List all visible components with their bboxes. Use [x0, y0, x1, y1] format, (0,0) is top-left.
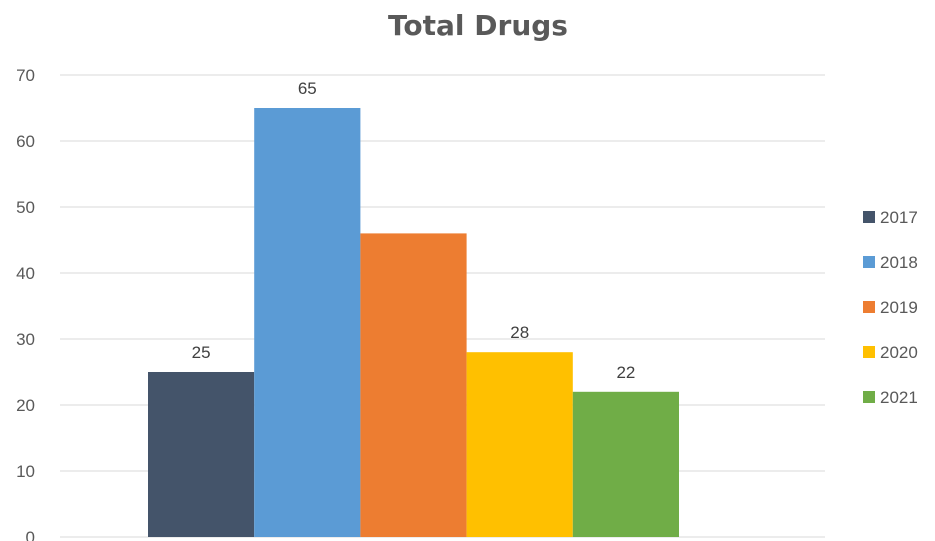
bar-2019: [360, 233, 467, 537]
legend-label-2018: 2018: [880, 253, 918, 272]
bar-2017: [148, 372, 255, 537]
data-label-2020: 28: [510, 323, 529, 342]
data-label-2021: 22: [616, 363, 635, 382]
data-labels: 25 65 28 22: [192, 79, 636, 382]
bar-2018: [254, 108, 361, 537]
legend-swatch-2021: [863, 391, 875, 403]
legend-label-2019: 2019: [880, 298, 918, 317]
legend-swatch-2019: [863, 301, 875, 313]
legend-swatch-2017: [863, 211, 875, 223]
y-tick-label: 50: [16, 198, 35, 217]
y-tick-label: 20: [16, 396, 35, 415]
y-axis-ticks: 0 10 20 30 40 50 60 70: [16, 66, 35, 541]
legend-swatch-2020: [863, 346, 875, 358]
legend: 2017 2018 2019 2020 2021: [863, 208, 918, 407]
y-tick-label: 70: [16, 66, 35, 85]
legend-label-2017: 2017: [880, 208, 918, 227]
chart-title: Total Drugs: [388, 9, 568, 42]
y-tick-label: 10: [16, 462, 35, 481]
legend-label-2020: 2020: [880, 343, 918, 362]
bar-2020: [466, 352, 573, 537]
legend-label-2021: 2021: [880, 388, 918, 407]
y-tick-label: 0: [26, 528, 35, 541]
bar-2021: [572, 391, 679, 537]
y-tick-label: 30: [16, 330, 35, 349]
data-label-2017: 25: [192, 343, 211, 362]
data-label-2018: 65: [298, 79, 317, 98]
y-tick-label: 60: [16, 132, 35, 151]
y-tick-label: 40: [16, 264, 35, 283]
legend-swatch-2018: [863, 256, 875, 268]
bars: [148, 108, 679, 537]
